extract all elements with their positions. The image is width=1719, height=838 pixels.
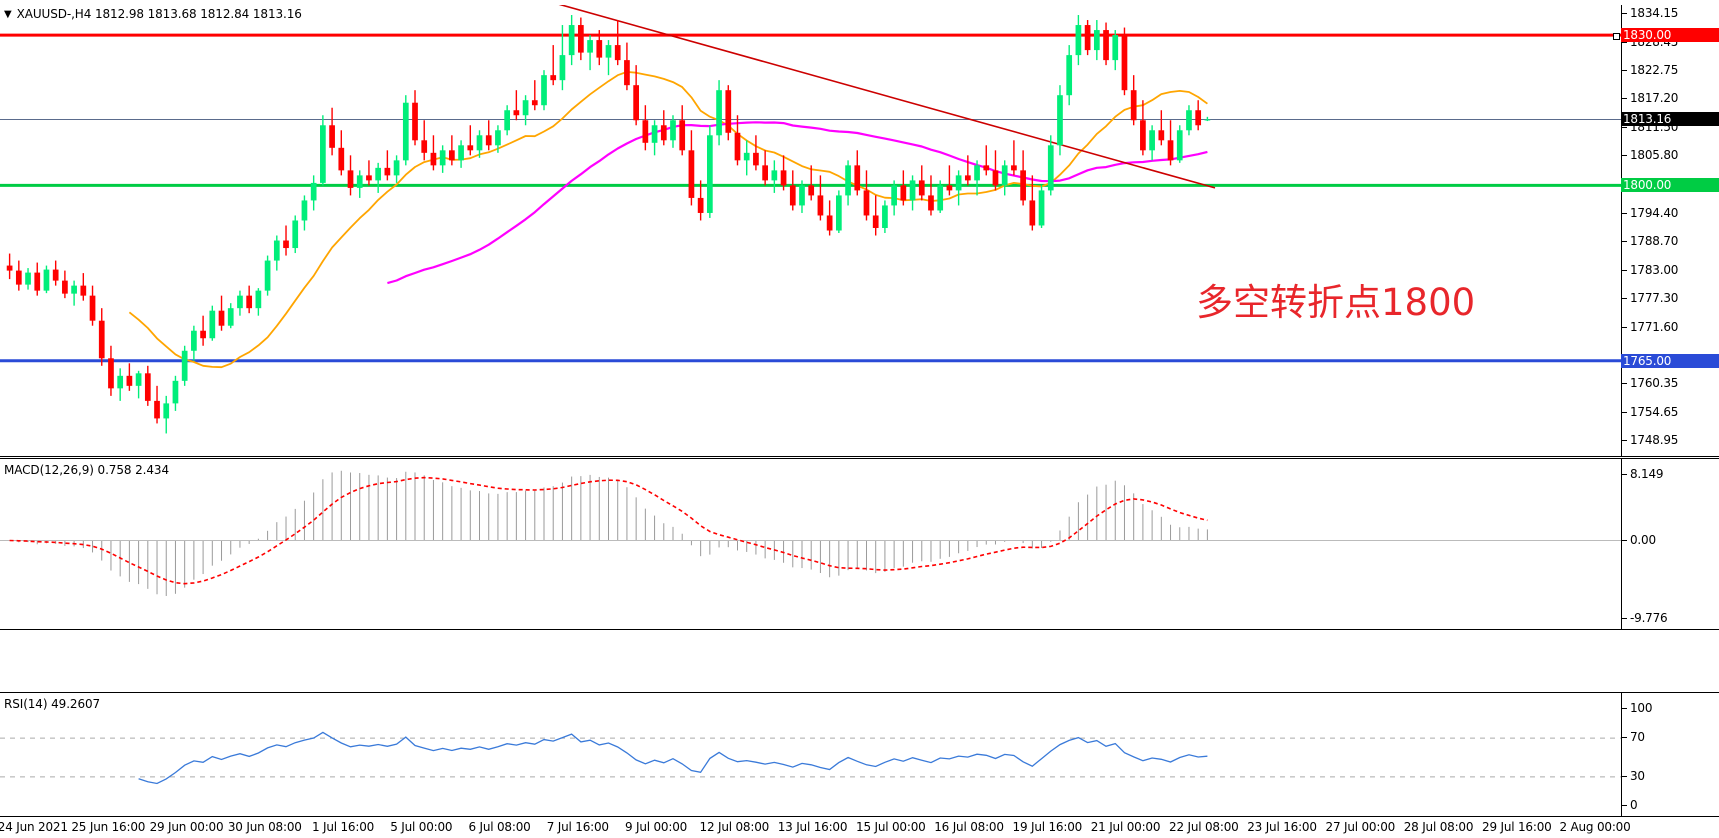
rsi-axis-label: 100 — [1630, 701, 1653, 715]
chevron-down-icon[interactable]: ▼ — [4, 9, 12, 20]
time-axis-label: 9 Jul 00:00 — [624, 820, 688, 834]
time-axis[interactable]: 24 Jun 2021 25 Jun 16:00 29 Jun 00:00 30 Ju… — [0, 818, 1719, 838]
symbol-header: ▼ XAUUSD-,H4 1812.98 1813.68 1812.84 1813… — [4, 7, 302, 21]
time-axis-label: 22 Jul 08:00 — [1169, 820, 1239, 834]
time-axis-label: 28 Jul 08:00 — [1403, 820, 1474, 834]
rsi-axis-label: 0 — [1630, 798, 1638, 812]
time-axis-label: 2 Aug 00:00 — [1559, 820, 1631, 834]
price-axis-label: 1817.20 — [1630, 91, 1679, 106]
price-plot-area[interactable] — [0, 5, 1621, 456]
macd-plot-area[interactable] — [0, 459, 1621, 629]
price-axis-label: 1822.75 — [1630, 63, 1679, 78]
time-axis-label: 13 Jul 16:00 — [777, 820, 848, 834]
price-candles-svg — [0, 5, 1621, 434]
macd-axis-label: 0.00 — [1630, 532, 1656, 547]
time-axis-label: 1 Jul 16:00 — [311, 820, 375, 834]
price-axis-label: 1771.60 — [1630, 319, 1679, 334]
chart-annotation: 多空转折点1800 — [1196, 281, 1476, 324]
rsi-axis-label: 30 — [1630, 768, 1645, 783]
time-axis-label: 5 Jul 00:00 — [390, 820, 453, 834]
rsi-plot-area[interactable] — [0, 693, 1621, 816]
price-axis-label: 1805.80 — [1630, 148, 1679, 163]
time-axis-label: 6 Jul 08:00 — [468, 820, 531, 834]
macd-label: MACD(12,26,9) 0.758 2.434 — [4, 463, 169, 477]
time-axis-label: 16 Jul 08:00 — [934, 820, 1004, 834]
price-axis-label: 1760.35 — [1630, 376, 1679, 391]
price-axis-label: 1748.95 — [1630, 433, 1679, 448]
price-chart-panel[interactable]: 1834.151828.451822.751817.201811.501805.… — [0, 5, 1719, 457]
support-price-tag[interactable]: 1800.00 — [1621, 178, 1719, 193]
lower-level-price-tag[interactable]: 1765.00 — [1621, 353, 1719, 368]
rsi-axis[interactable]: 100 70 30 0 — [1621, 693, 1719, 816]
time-axis-label: 29 Jul 16:00 — [1482, 820, 1552, 834]
trendline-handle[interactable] — [1613, 33, 1620, 41]
price-axis-label: 1834.15 — [1630, 6, 1679, 21]
time-axis-label: 25 Jun 16:00 — [71, 820, 146, 834]
current-price-tag[interactable]: 1813.16 — [1621, 112, 1719, 127]
time-axis-label: 21 Jul 00:00 — [1090, 820, 1161, 834]
price-axis-label: 1788.70 — [1630, 234, 1679, 248]
macd-svg — [0, 470, 1621, 596]
price-axis-label: 1783.00 — [1630, 262, 1679, 277]
time-axis-label: 12 Jul 08:00 — [699, 820, 770, 834]
time-axis-label: 7 Jul 16:00 — [546, 820, 609, 834]
price-axis[interactable]: 1834.151828.451822.751817.201811.501805.… — [1621, 5, 1719, 456]
rsi-axis-label: 70 — [1630, 730, 1645, 745]
time-axis-label: 23 Jul 16:00 — [1247, 820, 1317, 834]
price-axis-label: 1794.40 — [1630, 205, 1679, 220]
time-axis-label: 27 Jul 00:00 — [1325, 820, 1396, 834]
time-axis-label: 29 Jun 00:00 — [149, 820, 224, 834]
macd-axis[interactable]: 8.149 0.00 -9.776 — [1621, 459, 1719, 629]
rsi-label: RSI(14) 49.2607 — [4, 697, 101, 711]
rsi-svg — [0, 731, 1621, 785]
resistance-price-tag[interactable]: 1830.00 — [1621, 28, 1719, 43]
time-axis-label: 24 Jun 2021 — [0, 820, 68, 834]
macd-panel[interactable]: 8.149 0.00 -9.776 MACD(12,26,9) 0.758 2.43… — [0, 458, 1719, 630]
symbol-title: XAUUSD-,H4 1812.98 1813.68 1812.84 1813.… — [16, 7, 302, 21]
rsi-panel[interactable]: 100 70 30 0 RSI(14) 49.2607 — [0, 692, 1719, 817]
macd-axis-label: 8.149 — [1630, 467, 1664, 481]
price-axis-label: 1777.30 — [1630, 291, 1679, 306]
macd-axis-label: -9.776 — [1630, 611, 1668, 625]
time-axis-label: 15 Jul 00:00 — [856, 820, 926, 834]
price-axis-label: 1754.65 — [1630, 404, 1679, 419]
time-axis-label: 30 Jun 08:00 — [227, 820, 302, 834]
time-axis-label: 19 Jul 16:00 — [1012, 820, 1083, 834]
